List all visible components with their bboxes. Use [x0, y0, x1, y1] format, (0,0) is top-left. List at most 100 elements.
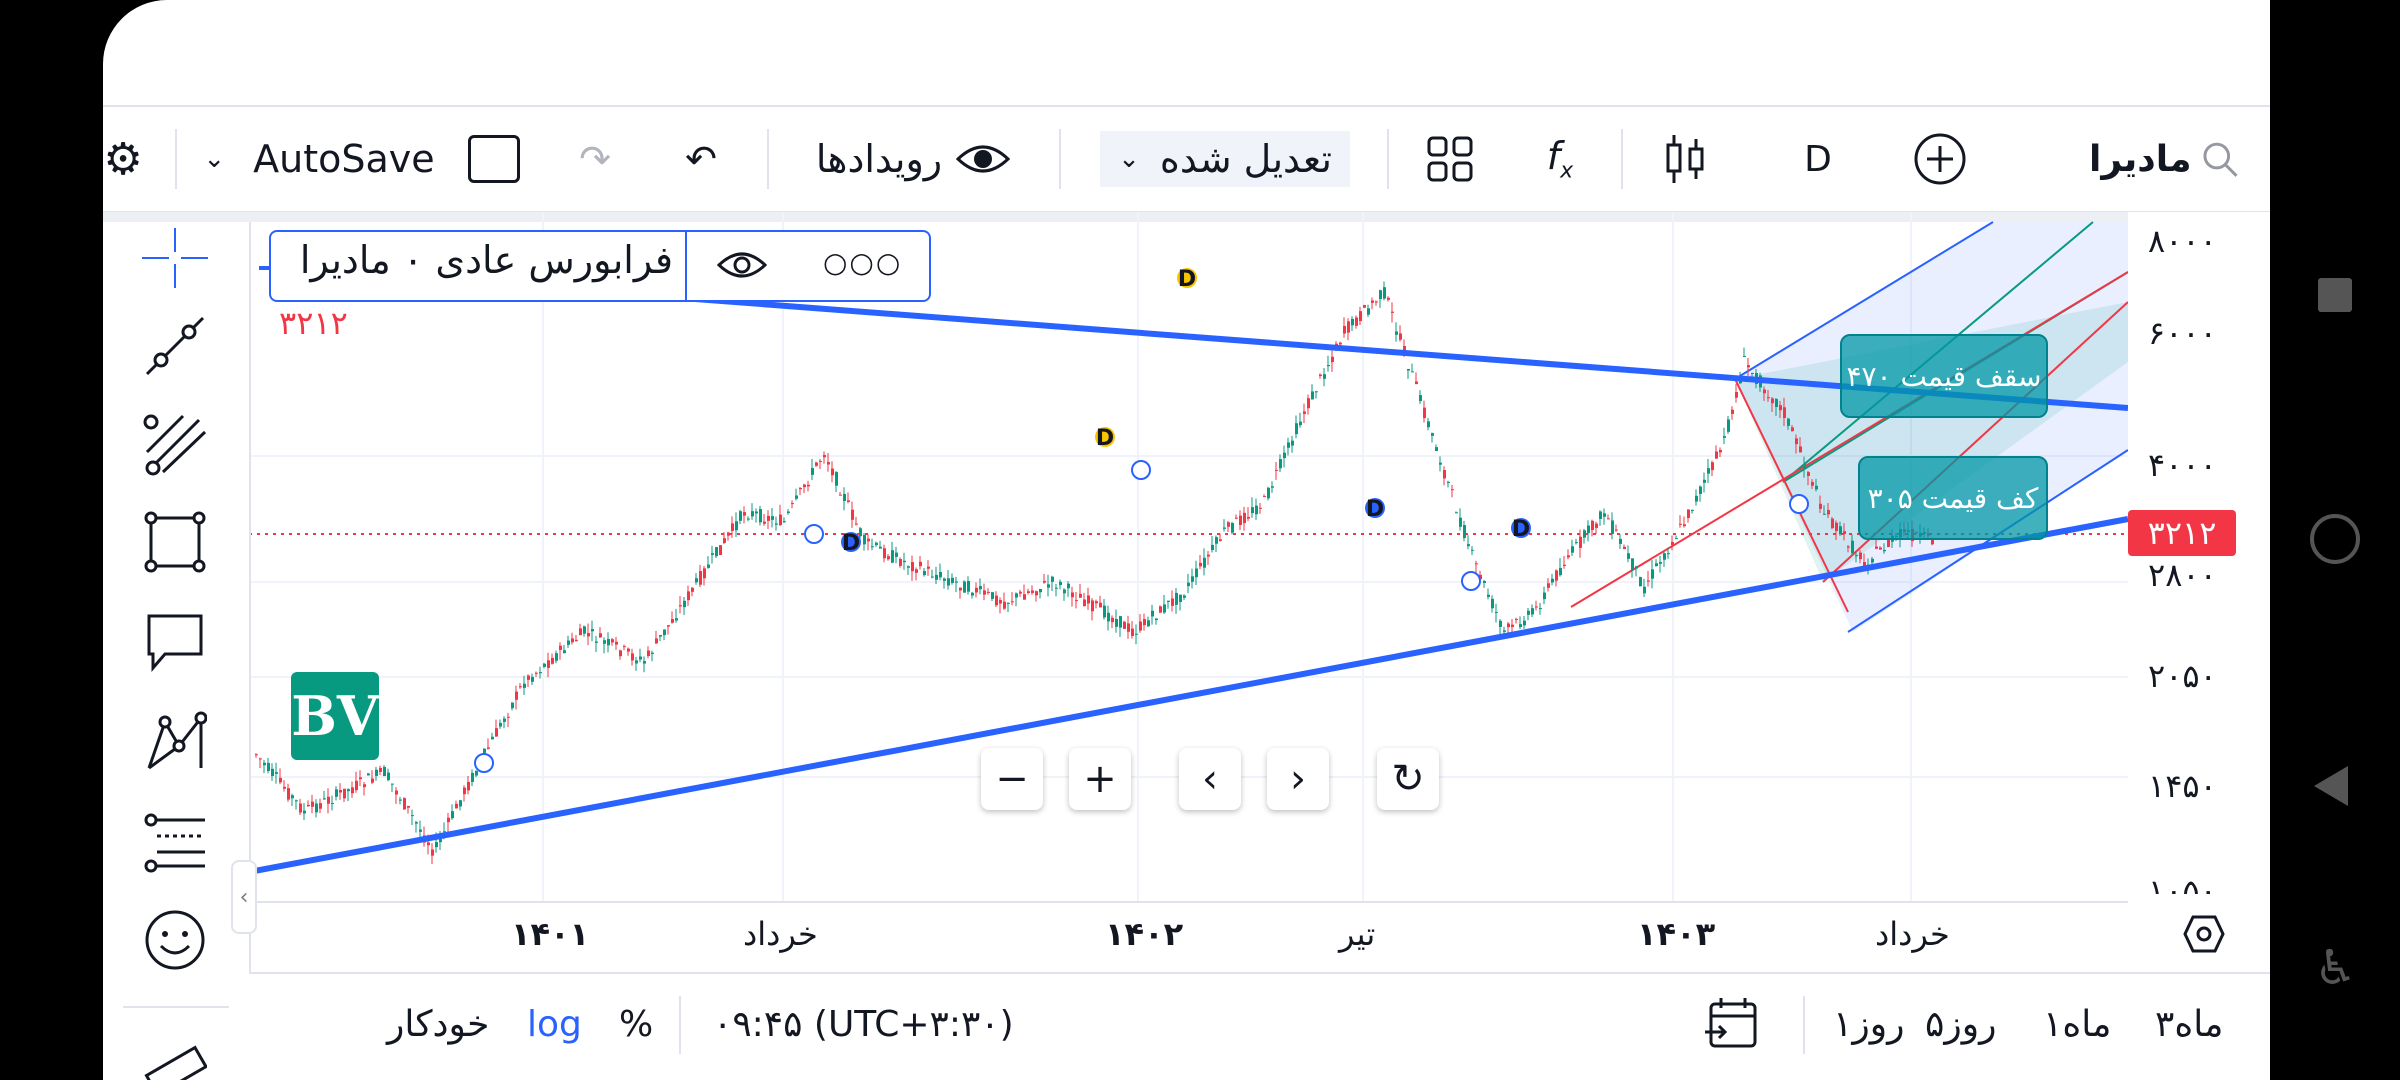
candle-body	[1567, 555, 1570, 558]
recents-button[interactable]	[2318, 278, 2352, 312]
candle-body	[523, 683, 526, 688]
dividend-marker[interactable]	[841, 532, 861, 552]
candle-body	[1399, 333, 1402, 340]
price-chart[interactable]: D D D D D	[103, 212, 2270, 972]
candle-body	[1363, 305, 1366, 308]
chevron-left-icon: ‹	[1202, 756, 1218, 802]
candle-body	[1615, 529, 1618, 531]
candle-body	[923, 570, 926, 576]
candle-body	[995, 595, 998, 606]
fib-tool[interactable]	[139, 806, 211, 878]
candle-body	[1599, 511, 1602, 519]
redo-button[interactable]: ↷	[563, 107, 627, 211]
candle-body	[1415, 381, 1418, 385]
date-range-button[interactable]	[1703, 974, 1759, 1074]
candle-body	[1703, 479, 1706, 483]
candle-body	[1071, 592, 1074, 598]
chart-area[interactable]: D D D D D	[103, 212, 2270, 982]
reset-chart-button[interactable]: ↻	[1377, 748, 1439, 810]
dividend-marker[interactable]	[1095, 427, 1115, 447]
support-trendline[interactable]	[248, 516, 2129, 875]
candle-body	[759, 509, 762, 523]
collapse-toolbar-button[interactable]: ‹	[231, 860, 257, 934]
candle-body	[603, 640, 606, 644]
autosave-button[interactable]: ⌄ AutoSave	[199, 107, 439, 211]
symbol-search[interactable]: مادیرا	[2089, 107, 2239, 211]
dividend-marker[interactable]	[1511, 518, 1531, 538]
candle-body	[791, 503, 794, 505]
log-scale-button[interactable]: log	[527, 1003, 582, 1045]
legend-value: ۳۲۱۲	[279, 304, 348, 342]
candle-body	[1299, 421, 1302, 426]
series-legend[interactable]: فرابورس عادی ۰ مادیرا ○○○	[269, 230, 931, 302]
candle-body	[1735, 392, 1738, 398]
candle-body	[1003, 601, 1006, 609]
adjust-dropdown[interactable]: ⌄ تعدیل شده	[1100, 131, 1350, 187]
event-marker[interactable]	[1131, 460, 1151, 480]
dividend-marker[interactable]	[1365, 498, 1385, 518]
candle-body	[815, 462, 818, 466]
emoji-tool[interactable]	[139, 904, 211, 976]
candle-body	[1163, 604, 1166, 613]
candle-body	[1443, 470, 1446, 479]
legend-visibility-button[interactable]	[716, 248, 768, 286]
candle-body	[1395, 331, 1398, 335]
events-button[interactable]: رویدادها	[803, 107, 1023, 211]
settings-button[interactable]: ⚙	[103, 107, 143, 211]
pitchfork-tool[interactable]	[139, 408, 211, 480]
candle-body	[1099, 602, 1102, 608]
range-3m-button[interactable]: ۳ماه	[2155, 1003, 2224, 1045]
candle-body	[279, 777, 282, 783]
dividend-marker[interactable]	[1177, 268, 1197, 288]
candle-body	[927, 566, 930, 569]
auto-scale-button[interactable]: خودکار	[387, 1003, 490, 1045]
compare-button[interactable]	[1911, 107, 1969, 211]
crosshair-tool[interactable]	[139, 222, 211, 294]
rectangle-tool[interactable]	[139, 506, 211, 578]
floor-price-annotation[interactable]: کف قیمت ۳۰۵	[1858, 456, 2048, 540]
candle-body	[1643, 586, 1646, 594]
percent-scale-button[interactable]: %	[619, 1003, 654, 1045]
candle-body	[535, 672, 538, 674]
candles-series	[255, 281, 1934, 864]
event-marker[interactable]	[474, 753, 494, 773]
candle-body	[1439, 462, 1442, 465]
ruler-tool[interactable]	[139, 1030, 211, 1080]
undo-icon: ↶	[685, 137, 717, 181]
pattern-tool[interactable]	[139, 706, 211, 778]
candle-body	[643, 661, 646, 664]
interval-button[interactable]: D	[1793, 107, 1843, 211]
range-1d-button[interactable]: ۱روز	[1833, 1003, 1905, 1045]
chart-type-button[interactable]	[1659, 107, 1713, 211]
candle-body	[343, 788, 346, 799]
time-axis-settings-button[interactable]	[2183, 914, 2225, 958]
range-1m-button[interactable]: ۱ماه	[2043, 1003, 2112, 1045]
callout-tool[interactable]	[139, 606, 211, 678]
back-button[interactable]	[2314, 766, 2348, 806]
candle-body	[1475, 563, 1478, 565]
layouts-grid-button[interactable]	[1423, 107, 1477, 211]
minus-icon: −	[995, 756, 1029, 802]
event-marker[interactable]	[1789, 494, 1809, 514]
undo-button[interactable]: ↶	[669, 107, 733, 211]
search-icon	[2202, 142, 2238, 177]
range-5d-button[interactable]: ۵روز	[1925, 1003, 1997, 1045]
timezone-button[interactable]: ۰۹:۴۵ (UTC+۳:۳۰)	[713, 1003, 1014, 1045]
candle-body	[1167, 600, 1170, 602]
zoom-in-button[interactable]: +	[1069, 748, 1131, 810]
candle-body	[347, 789, 350, 792]
ceiling-price-annotation[interactable]: سقف قیمت ۴۷۰	[1840, 334, 2048, 418]
legend-more-button[interactable]: ○○○	[823, 246, 903, 279]
scroll-right-button[interactable]: ›	[1267, 748, 1329, 810]
zoom-out-button[interactable]: −	[981, 748, 1043, 810]
event-marker[interactable]	[804, 524, 824, 544]
indicators-button[interactable]: fx	[1533, 107, 1587, 211]
accessibility-button[interactable]: ♿	[2314, 940, 2357, 996]
trendline-tool[interactable]	[139, 310, 211, 382]
event-marker[interactable]	[1461, 571, 1481, 591]
speech-bubble-icon	[147, 614, 203, 673]
scroll-left-button[interactable]: ‹	[1179, 748, 1241, 810]
home-button[interactable]	[2310, 514, 2360, 564]
candle-body	[555, 653, 558, 661]
layout-button[interactable]	[465, 107, 523, 211]
